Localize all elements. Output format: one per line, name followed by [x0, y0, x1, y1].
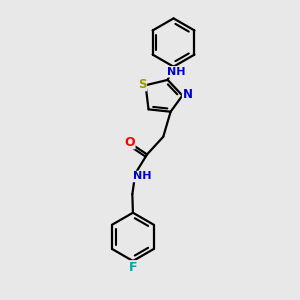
Text: O: O — [124, 136, 135, 148]
Text: S: S — [138, 77, 146, 91]
Text: NH: NH — [167, 67, 186, 77]
Text: N: N — [183, 88, 193, 101]
Text: F: F — [129, 261, 137, 274]
Text: NH: NH — [134, 172, 152, 182]
